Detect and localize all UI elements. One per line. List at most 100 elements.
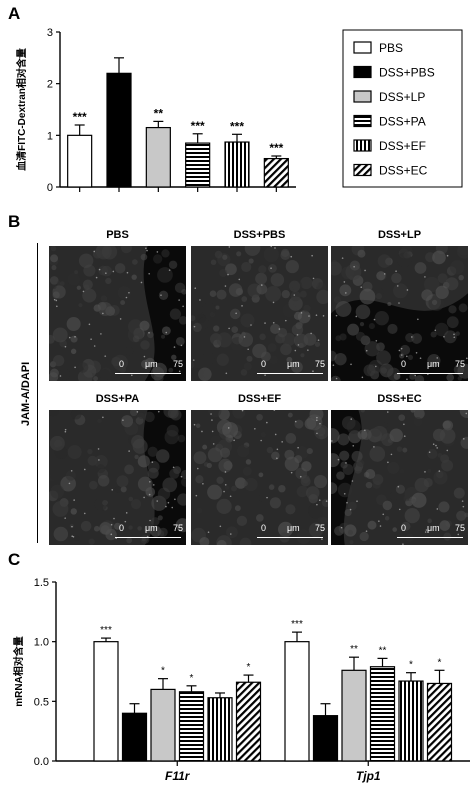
tissue-speck <box>341 257 344 259</box>
tissue-speck <box>199 299 201 301</box>
tissue-speck <box>196 467 199 470</box>
tissue-speck <box>321 538 323 540</box>
c-significance: *** <box>100 625 112 636</box>
tissue-speck <box>181 524 183 526</box>
tissue-speck <box>128 291 130 294</box>
a-bar-dss-lp <box>145 126 171 188</box>
tissue-speck <box>211 419 213 421</box>
tissue-cell <box>207 484 223 500</box>
tissue-cell <box>303 304 311 313</box>
tissue-cell <box>364 341 380 357</box>
micro-label: DSS+LP <box>377 229 422 241</box>
c-bar <box>398 680 424 762</box>
tissue-speck <box>241 305 243 307</box>
tissue-cell <box>214 250 223 259</box>
tissue-speck <box>311 254 313 257</box>
scale-bar-label: μm <box>427 359 440 369</box>
c-y-label: mRNA相对含量 <box>12 636 25 707</box>
tissue-speck <box>463 438 465 440</box>
a-legend-entry: DSS+EC <box>379 164 428 178</box>
tissue-cell <box>112 354 129 371</box>
tissue-cell <box>313 281 319 288</box>
tissue-speck <box>228 246 231 248</box>
tissue-speck <box>241 410 244 412</box>
tissue-cell <box>192 322 202 333</box>
tissue-cell <box>141 359 150 369</box>
tissue-cell <box>372 474 384 485</box>
tissue-cell <box>335 335 342 342</box>
tissue-speck <box>395 270 397 272</box>
tissue-speck <box>331 440 333 442</box>
tissue-cell <box>49 410 59 417</box>
tissue-cell <box>337 433 350 446</box>
tissue-speck <box>72 535 75 538</box>
tissue-cell <box>238 332 254 348</box>
panel-b-ylabel: JAM-A/DAPI <box>20 361 32 426</box>
tissue-texture <box>49 410 186 545</box>
tissue-cell <box>177 493 186 506</box>
tissue-cell <box>387 461 400 475</box>
tissue-speck <box>446 449 449 452</box>
tissue-cell <box>193 451 207 465</box>
tissue-cell <box>437 273 448 284</box>
a-significance: *** <box>269 141 283 155</box>
tissue-cell <box>278 484 286 493</box>
a-y-label: 血清FITC-Dextran相对含量 <box>15 48 28 171</box>
tissue-speck <box>417 318 419 321</box>
tissue-speck <box>55 299 58 302</box>
tissue-cell <box>347 529 353 535</box>
tissue-cell <box>435 285 449 299</box>
tissue-speck <box>335 377 338 380</box>
tissue-speck <box>351 480 354 482</box>
tissue-cell <box>67 272 81 286</box>
tissue-cell <box>281 289 290 299</box>
a-bar-dss-ec <box>263 157 289 188</box>
tissue-cell <box>169 308 182 320</box>
tissue-speck <box>378 520 380 522</box>
tissue-cell <box>170 410 182 421</box>
tissue-speck <box>424 276 426 278</box>
tissue-speck <box>365 349 368 352</box>
tissue-cell <box>225 526 238 539</box>
tissue-cell <box>216 332 232 348</box>
tissue-cell <box>414 262 427 274</box>
tissue-cell <box>316 289 328 305</box>
tissue-cell <box>301 461 312 472</box>
tissue-cell <box>131 274 137 280</box>
tissue-cell <box>117 285 131 300</box>
tissue-cell <box>210 259 217 266</box>
tissue-cell <box>229 308 241 320</box>
tissue-region <box>343 410 468 545</box>
c-bar <box>369 666 396 762</box>
tissue-cell <box>349 275 354 281</box>
tissue-cell <box>281 248 290 258</box>
tissue-speck <box>332 364 335 367</box>
tissue-cell <box>177 434 186 443</box>
micrograph-image: 0 μm 75 <box>331 246 468 381</box>
tissue-speck <box>223 490 225 493</box>
tissue-speck <box>297 446 299 449</box>
tissue-speck <box>396 285 399 287</box>
scale-bar <box>397 537 463 538</box>
tissue-cell <box>150 525 162 537</box>
tissue-speck <box>383 273 386 275</box>
tissue-cell <box>285 504 296 515</box>
tissue-cell <box>456 510 467 521</box>
tissue-speck <box>373 446 375 448</box>
tissue-speck <box>435 444 437 447</box>
tissue-cell <box>434 322 449 337</box>
tissue-cell <box>50 484 65 499</box>
tissue-cell <box>153 254 163 264</box>
tissue-speck <box>274 433 277 436</box>
tissue-cell <box>236 251 242 257</box>
tissue-cell <box>137 476 153 492</box>
tissue-speck <box>400 354 403 356</box>
tissue-speck <box>125 296 128 299</box>
tissue-speck <box>238 278 241 281</box>
tissue-speck <box>270 246 273 248</box>
a-legend-box <box>342 29 463 188</box>
tissue-speck <box>424 531 427 533</box>
tissue-cell <box>222 254 228 260</box>
tissue-cell <box>334 526 344 536</box>
c-bar <box>121 712 148 762</box>
